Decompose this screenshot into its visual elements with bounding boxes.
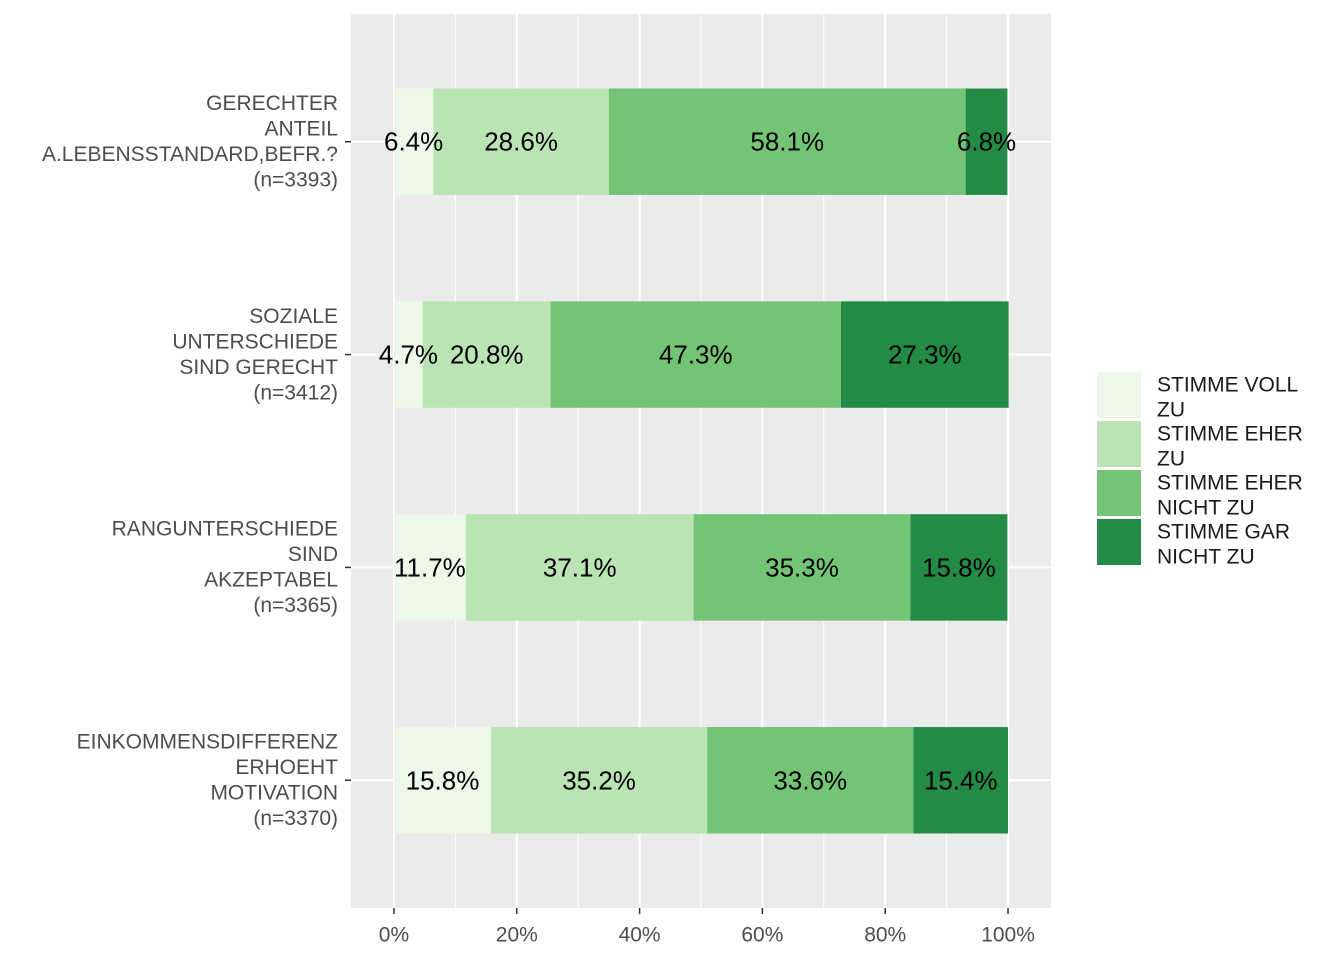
category-label-line: (n=3412) xyxy=(253,381,338,404)
bar-segment xyxy=(393,301,423,408)
data-label: 6.8% xyxy=(957,127,1016,157)
bar-segment xyxy=(393,727,491,834)
legend-label: STIMME EHER ZU xyxy=(1157,423,1303,471)
data-label: 27.3% xyxy=(888,340,962,370)
data-label: 11.7% xyxy=(394,552,466,582)
x-tick-label: 0% xyxy=(379,924,409,947)
legend-label-line: STIMME EHER xyxy=(1157,423,1303,446)
legend-label-line: ZU xyxy=(1157,448,1185,471)
category-label-line: (n=3393) xyxy=(253,168,338,191)
category-label-line: EINKOMMENSDIFFERENZ xyxy=(77,731,339,754)
category-label: GERECHTER ANTEIL A.LEBENSSTANDARD,BEFR.? (n… xyxy=(42,92,338,191)
legend-label-line: NICHT ZU xyxy=(1157,546,1255,569)
data-label: 28.6% xyxy=(484,127,558,157)
x-tick-label: 40% xyxy=(619,924,661,947)
category-label-line: (n=3370) xyxy=(253,807,338,830)
data-label: 4.7% xyxy=(379,340,438,370)
data-labels: 6.4% 28.6% 58.1% 6.8% 4.7% 20.8% 47.3% 27.3% 11.… xyxy=(379,127,1016,796)
bar-segment xyxy=(422,301,551,408)
category-label-line: AKZEPTABEL xyxy=(204,569,338,592)
category-label: SOZIALE UNTERSCHIEDE SIND GERECHT (n=3412) xyxy=(172,305,338,405)
bar-segment xyxy=(393,88,434,195)
data-label: 35.3% xyxy=(765,552,839,582)
category-label-line: SIND GERECHT xyxy=(179,356,338,379)
legend-label-line: ZU xyxy=(1157,399,1185,422)
data-label: 35.2% xyxy=(562,765,636,795)
data-label: 37.1% xyxy=(543,552,617,582)
bar-segment xyxy=(393,514,466,621)
category-label-line: RANGUNTERSCHIEDE xyxy=(112,518,338,541)
data-label: 20.8% xyxy=(450,340,524,370)
legend-label-line: NICHT ZU xyxy=(1157,497,1255,520)
data-label: 6.4% xyxy=(384,127,443,157)
legend-label-line: STIMME GAR xyxy=(1157,521,1290,544)
bar-segment xyxy=(693,514,911,621)
legend-label-line: STIMME EHER xyxy=(1157,472,1303,495)
legend-key xyxy=(1097,421,1141,467)
category-label: EINKOMMENSDIFFERENZ ERHOEHT MOTIVATION (n=3… xyxy=(77,731,339,831)
category-label-line: SIND xyxy=(288,543,338,566)
bar-segment xyxy=(965,88,1008,195)
legend-label: STIMME GAR NICHT ZU xyxy=(1157,521,1290,569)
data-label: 33.6% xyxy=(773,765,847,795)
category-label: RANGUNTERSCHIEDE SIND AKZEPTABEL (n=3365) xyxy=(112,518,338,618)
bar-segment xyxy=(913,727,1009,834)
x-tick-label: 60% xyxy=(741,924,783,947)
bar-segment xyxy=(841,301,1009,408)
data-label: 15.8% xyxy=(922,552,996,582)
x-axis: 0% 20% 40% 60% 80% 100% xyxy=(379,908,1035,947)
bar-segment xyxy=(550,301,841,408)
data-label: 58.1% xyxy=(750,127,824,157)
x-tick-label: 80% xyxy=(864,924,906,947)
bar-segment xyxy=(491,727,708,834)
legend-label: STIMME EHER NICHT ZU xyxy=(1157,472,1303,520)
category-label-line: UNTERSCHIEDE xyxy=(172,330,338,353)
category-label-line: ANTEIL xyxy=(264,117,338,140)
category-label-line: GERECHTER xyxy=(206,92,338,115)
bar-segment xyxy=(465,514,694,621)
legend-key xyxy=(1097,372,1141,418)
category-label-line: MOTIVATION xyxy=(210,782,338,805)
x-tick-label: 20% xyxy=(496,924,538,947)
category-label-line: SOZIALE xyxy=(249,305,338,328)
data-label: 15.4% xyxy=(924,765,998,795)
category-label-line: (n=3365) xyxy=(253,594,338,617)
legend-key xyxy=(1097,519,1141,565)
bars xyxy=(393,88,1009,834)
bar-segment xyxy=(433,88,609,195)
y-axis: GERECHTER ANTEIL A.LEBENSSTANDARD,BEFR.? (n… xyxy=(42,92,351,830)
category-label-line: ERHOEHT xyxy=(235,756,338,779)
legend-label: STIMME VOLL ZU xyxy=(1157,374,1298,422)
x-tick-label: 100% xyxy=(981,924,1035,947)
bar-segment xyxy=(707,727,914,834)
data-label: 15.8% xyxy=(406,765,480,795)
bar-segment xyxy=(910,514,1008,621)
data-label: 47.3% xyxy=(659,340,733,370)
category-label-line: A.LEBENSSTANDARD,BEFR.? xyxy=(42,143,338,166)
legend-key xyxy=(1097,470,1141,516)
legend-label-line: STIMME VOLL xyxy=(1157,374,1298,397)
bar-segment xyxy=(608,88,966,195)
